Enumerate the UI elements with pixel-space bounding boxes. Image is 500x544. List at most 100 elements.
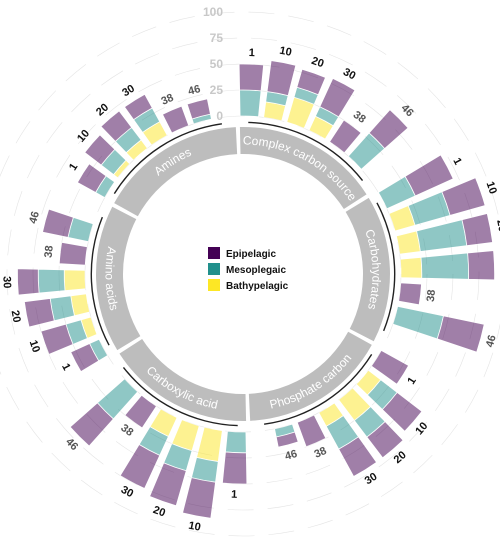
bar-segment-mesoplegaic (37, 268, 66, 294)
bar-segment-epipelagic (368, 109, 409, 150)
bar-label: 38 (118, 422, 135, 439)
bar-label: 46 (284, 448, 299, 463)
bar-segment-epipelagic (441, 177, 486, 216)
bar-segment-epipelagic (221, 451, 248, 485)
bar-label: 30 (119, 484, 135, 500)
bar-segment-mesoplegaic (225, 430, 247, 454)
bar-label: 10 (187, 520, 201, 534)
bar-label: 38 (159, 92, 175, 108)
scale-tick-label: 75 (210, 31, 224, 45)
bar-segment-epipelagic (366, 420, 404, 459)
bar-segment-epipelagic (436, 315, 485, 353)
bar-label: 20 (392, 449, 409, 466)
bar-label: 38 (312, 445, 328, 461)
bar-segment-epipelagic (149, 462, 187, 507)
ring-segment (96, 206, 141, 351)
bar-label: 20 (9, 309, 23, 323)
bar-label: 30 (120, 83, 137, 100)
bar-segment-epipelagic (404, 154, 454, 197)
bar-label: 46 (187, 83, 202, 98)
bar-label: 38 (425, 289, 438, 303)
bar-label: 30 (0, 276, 12, 289)
bar-segment-epipelagic (58, 241, 88, 266)
bar-segment-mesoplegaic (416, 219, 468, 252)
bar-segment-epipelagic (100, 110, 133, 143)
bar-segment-epipelagic (398, 282, 422, 306)
bar-label: 46 (27, 210, 42, 225)
legend: Epipelagic Mesoplegaic Bathypelagic (208, 247, 289, 292)
bar-segment-epipelagic (40, 323, 74, 355)
bar-label: 20 (310, 55, 326, 70)
bar-segment-epipelagic (69, 402, 114, 447)
legend-swatch (208, 263, 220, 275)
ring-segment (239, 127, 367, 209)
bar-label: 46 (63, 436, 80, 453)
bar-segment-epipelagic (296, 414, 327, 448)
bar-segment-epipelagic (266, 60, 297, 97)
legend-label: Bathypelagic (226, 281, 289, 292)
bar-segment-epipelagic (238, 63, 265, 92)
bar-segment-epipelagic (461, 213, 494, 247)
bar-segment-epipelagic (338, 436, 378, 478)
ring-segment (345, 197, 390, 342)
bar-label: 20 (94, 101, 111, 118)
bar-label: 20 (151, 504, 167, 519)
bar-segment-epipelagic (119, 443, 161, 490)
bar-label: 10 (278, 45, 292, 59)
bar-segment-bathypelagic (196, 426, 223, 463)
bar-segment-epipelagic (381, 391, 423, 432)
bar-label: 1 (450, 156, 463, 167)
ring-segment (114, 127, 238, 217)
bar-label: 10 (27, 339, 42, 355)
bar-label: 1 (67, 161, 80, 173)
bar-label: 20 (494, 219, 500, 233)
bar-label: 38 (43, 245, 56, 259)
ring-segment (119, 339, 247, 422)
bar-segment-epipelagic (70, 342, 100, 373)
bars-layer (17, 60, 495, 519)
bar-segment-bathypelagic (399, 256, 423, 279)
bar-label: 1 (59, 362, 72, 373)
legend-label: Epipelagic (226, 249, 276, 260)
bar-segment-epipelagic (186, 98, 211, 120)
bar-segment-epipelagic (23, 298, 55, 328)
scale-tick-label: 0 (216, 109, 223, 123)
radial-scale-labels: 0 25 50 75 100 (203, 5, 223, 123)
bar-segment-epipelagic (17, 268, 40, 296)
bar-segment-epipelagic (467, 250, 495, 281)
bar-segment-epipelagic (319, 77, 356, 118)
bar-label: 46 (399, 102, 416, 119)
scale-tick-label: 25 (210, 83, 224, 97)
bar-segment-mesoplegaic (420, 252, 469, 280)
legend-swatch (208, 279, 220, 291)
bar-segment-mesoplegaic (392, 305, 444, 340)
bar-label: 1 (249, 47, 256, 59)
bar-segment-epipelagic (76, 163, 107, 194)
legend-swatch (208, 247, 220, 259)
bar-segment-epipelagic (123, 93, 153, 121)
bar-segment-epipelagic (84, 134, 116, 166)
bar-segment-mesoplegaic (239, 89, 262, 118)
scale-tick-label: 100 (203, 5, 223, 19)
bar-label: 30 (341, 66, 357, 82)
bar-segment-epipelagic (275, 431, 299, 448)
bar-segment-epipelagic (329, 119, 362, 154)
bar-label: 38 (351, 109, 368, 126)
bar-segment-epipelagic (370, 349, 410, 385)
scale-tick-label: 50 (210, 57, 224, 71)
bar-segment-bathypelagic (63, 269, 87, 292)
bar-segment-epipelagic (182, 477, 216, 519)
bar-label: 1 (231, 489, 238, 501)
bar-segment-epipelagic (296, 68, 327, 96)
bar-label: 1 (405, 375, 418, 387)
bar-label: 10 (483, 180, 498, 196)
gridline (0, 11, 500, 537)
legend-label: Mesoplegaic (226, 265, 286, 276)
bar-segment-epipelagic (124, 394, 157, 429)
bar-segment-epipelagic (161, 105, 190, 134)
bar-label: 46 (484, 334, 499, 349)
bar-segment-epipelagic (42, 208, 74, 238)
bar-segment-bathypelagic (395, 230, 421, 255)
ring-segment (248, 331, 372, 421)
